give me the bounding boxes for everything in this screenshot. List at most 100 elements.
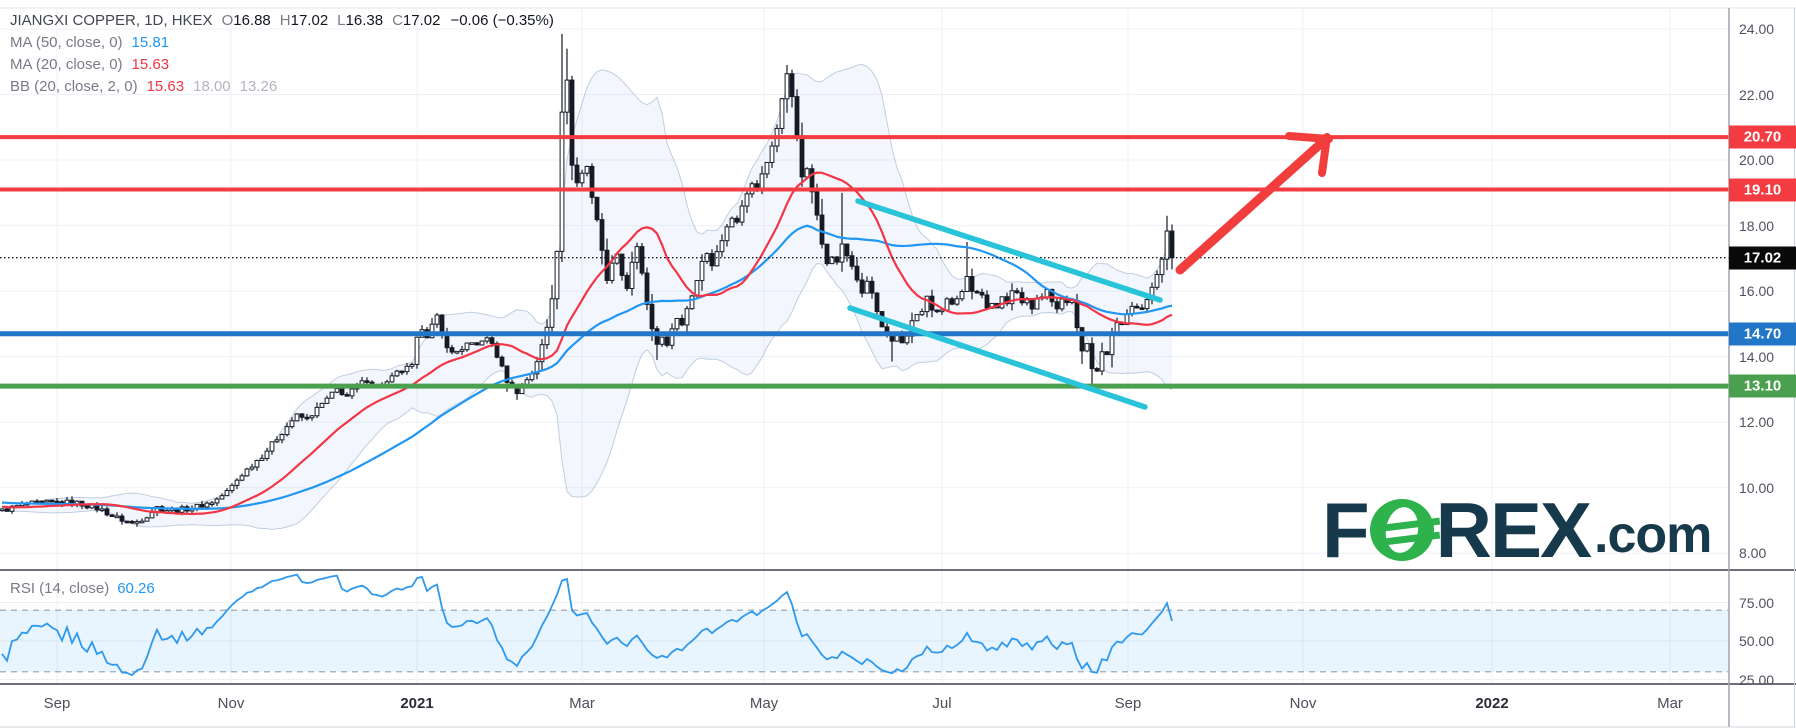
ma20-legend-row[interactable]: MA (20, close, 0) 15.63 <box>10 54 554 76</box>
bb-basis-value: 15.63 <box>146 78 185 95</box>
trendline[interactable] <box>847 305 1148 410</box>
price-tick-label: 10.00 <box>1739 479 1775 496</box>
candle-body <box>769 145 775 163</box>
candle-body <box>404 365 410 373</box>
candle-body <box>589 165 595 198</box>
candle-body <box>734 217 740 223</box>
rsi-line[interactable] <box>1 573 1173 677</box>
candle-body <box>984 294 990 309</box>
time-tick-label: Mar <box>569 695 595 712</box>
candle-body <box>1054 301 1060 310</box>
candle-body <box>1134 305 1140 309</box>
candle-body <box>549 298 555 328</box>
symbol-legend-row[interactable]: JIANGXI COPPER, 1D, HKEX O16.88 H17.02 L16.… <box>10 10 554 32</box>
price-level-badge-19.10: 19.10 <box>1729 178 1796 202</box>
rsi-legend-row[interactable]: RSI (14, close) 60.26 <box>10 580 155 597</box>
candle-body <box>1004 296 1010 305</box>
candle-body <box>609 262 615 281</box>
candle-body <box>429 323 435 339</box>
candle-body <box>659 336 665 345</box>
price-tick-label: 22.00 <box>1739 86 1775 103</box>
candle-body <box>54 500 60 504</box>
candle-body <box>334 388 340 393</box>
candle-body <box>839 243 845 263</box>
candle-body <box>144 517 150 522</box>
candle-body <box>1154 274 1160 288</box>
candle-body <box>919 311 925 316</box>
candle-body <box>714 251 720 267</box>
rsi-tick-label: 75.00 <box>1739 594 1775 611</box>
candle-body <box>784 73 790 100</box>
candle-body <box>1094 368 1100 372</box>
candle-body <box>954 298 960 305</box>
candle-body <box>679 317 685 326</box>
candle-body <box>434 314 440 325</box>
candle-body <box>674 317 680 330</box>
price-level-badge-13.10: 13.10 <box>1729 374 1796 398</box>
candle-body <box>1139 307 1145 310</box>
candle-body <box>139 520 145 524</box>
candle-body <box>219 495 225 500</box>
candle-body <box>469 342 475 345</box>
candle-body <box>874 292 880 313</box>
candle-body <box>134 521 140 524</box>
candle-body <box>464 342 470 351</box>
candle-body <box>974 290 980 294</box>
candle-body <box>254 459 260 468</box>
candle-body <box>129 520 135 524</box>
price-tick-label: 12.00 <box>1739 414 1775 431</box>
candle-body <box>1089 343 1095 370</box>
candle-body <box>629 261 635 289</box>
candle-body <box>634 246 640 263</box>
ma50-legend-row[interactable]: MA (50, close, 0) 15.81 <box>10 32 554 54</box>
candle-body <box>234 479 240 486</box>
bb-legend-row[interactable]: BB (20, close, 2, 0) 15.63 18.00 13.26 <box>10 76 554 98</box>
arrow-annotation[interactable] <box>1285 132 1333 143</box>
price-tick-label: 24.00 <box>1739 21 1775 37</box>
candle-body <box>224 490 230 497</box>
arrow-annotation[interactable] <box>1318 133 1331 177</box>
time-tick-label: Nov <box>1289 695 1317 712</box>
candle-body <box>1049 289 1055 303</box>
candle-body <box>1009 290 1015 305</box>
candle-body <box>964 276 970 293</box>
bollinger-edge <box>1 63 1173 504</box>
ma20-value: 15.63 <box>131 56 170 73</box>
time-tick-label: May <box>749 695 779 712</box>
candle-body <box>214 498 220 504</box>
arrow-annotation[interactable] <box>1175 133 1332 275</box>
candle-body <box>49 499 55 503</box>
candle-body <box>284 426 290 436</box>
change-value: −0.06 (−0.35%) <box>450 12 554 29</box>
candle-body <box>934 309 940 313</box>
bb-upper-value: 18.00 <box>193 78 231 95</box>
price-tick-label: 18.00 <box>1739 217 1775 234</box>
ma20-line[interactable] <box>1 171 1173 516</box>
candle-body <box>869 280 875 294</box>
candle-body <box>819 214 825 245</box>
candle-body <box>719 240 725 253</box>
candle-body <box>639 246 645 274</box>
candle-body <box>1014 290 1020 294</box>
low-value: 16.38 <box>345 12 384 29</box>
candle-body <box>779 98 785 129</box>
candle-body <box>579 172 585 184</box>
candle-body <box>1164 230 1170 260</box>
time-tick-label: Mar <box>1657 695 1683 712</box>
time-tick-label: 2021 <box>400 695 434 712</box>
logo-letter-f: F <box>1322 486 1370 574</box>
candle-body <box>459 349 465 352</box>
candle-body <box>1019 292 1025 304</box>
candle-body <box>409 363 415 367</box>
trendline[interactable] <box>855 198 1163 303</box>
candle-body <box>584 165 590 174</box>
candle-body <box>764 161 770 175</box>
candle-body <box>199 503 205 508</box>
candle-body <box>844 243 850 257</box>
candle-body <box>304 416 310 420</box>
candle-body <box>1034 297 1040 310</box>
candle-body <box>824 243 830 265</box>
candle-body <box>539 344 545 363</box>
candle-body <box>1079 327 1085 352</box>
